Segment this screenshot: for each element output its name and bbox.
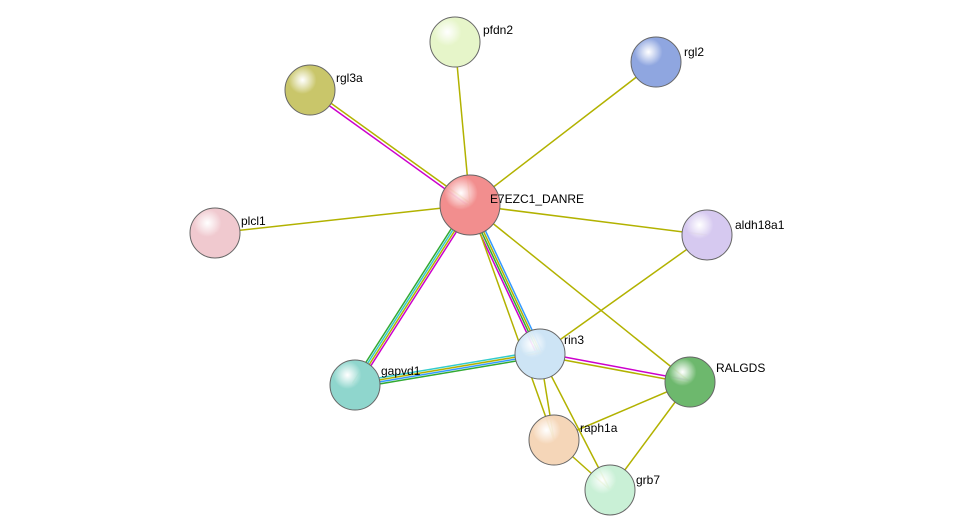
node-label-RALGDS: RALGDS xyxy=(716,361,765,375)
edge-center-gapvd1 xyxy=(352,203,467,383)
node-raph1a[interactable] xyxy=(529,415,579,465)
node-label-raph1a: raph1a xyxy=(580,421,618,435)
node-plcl1[interactable] xyxy=(190,208,240,258)
edge-center-rgl2 xyxy=(470,62,656,205)
node-rgl3a[interactable] xyxy=(285,65,335,115)
edge-center-gapvd1 xyxy=(354,204,469,384)
node-label-E7EZC1_DANRE: E7EZC1_DANRE xyxy=(490,192,584,206)
node-pfdn2[interactable] xyxy=(430,17,480,67)
node-label-pfdn2: pfdn2 xyxy=(483,23,513,37)
nodes-layer xyxy=(190,17,732,515)
node-label-rgl3a: rgl3a xyxy=(336,71,363,85)
node-label-grb7: grb7 xyxy=(636,473,660,487)
edge-center-ralgds xyxy=(470,205,690,382)
node-gapvd1[interactable] xyxy=(330,360,380,410)
edge-center-raph1a xyxy=(470,205,554,440)
edges-layer xyxy=(215,42,707,490)
edge-center-gapvd1 xyxy=(356,206,471,386)
edge-center-gapvd1 xyxy=(358,207,473,387)
node-rin3[interactable] xyxy=(515,329,565,379)
node-label-rin3: rin3 xyxy=(564,333,584,347)
network-graph: E7EZC1_DANRE pfdn2 rgl2 rgl3a plcl1 aldh18a1 g… xyxy=(0,0,975,522)
node-label-plcl1: plcl1 xyxy=(241,214,266,228)
node-label-gapvd1: gapvd1 xyxy=(381,364,421,378)
node-RALGDS[interactable] xyxy=(665,357,715,407)
node-label-rgl2: rgl2 xyxy=(684,45,704,59)
edge-center-aldh18a1 xyxy=(470,205,707,235)
node-label-aldh18a1: aldh18a1 xyxy=(735,218,785,232)
node-aldh18a1[interactable] xyxy=(682,210,732,260)
node-grb7[interactable] xyxy=(585,465,635,515)
node-rgl2[interactable] xyxy=(631,37,681,87)
